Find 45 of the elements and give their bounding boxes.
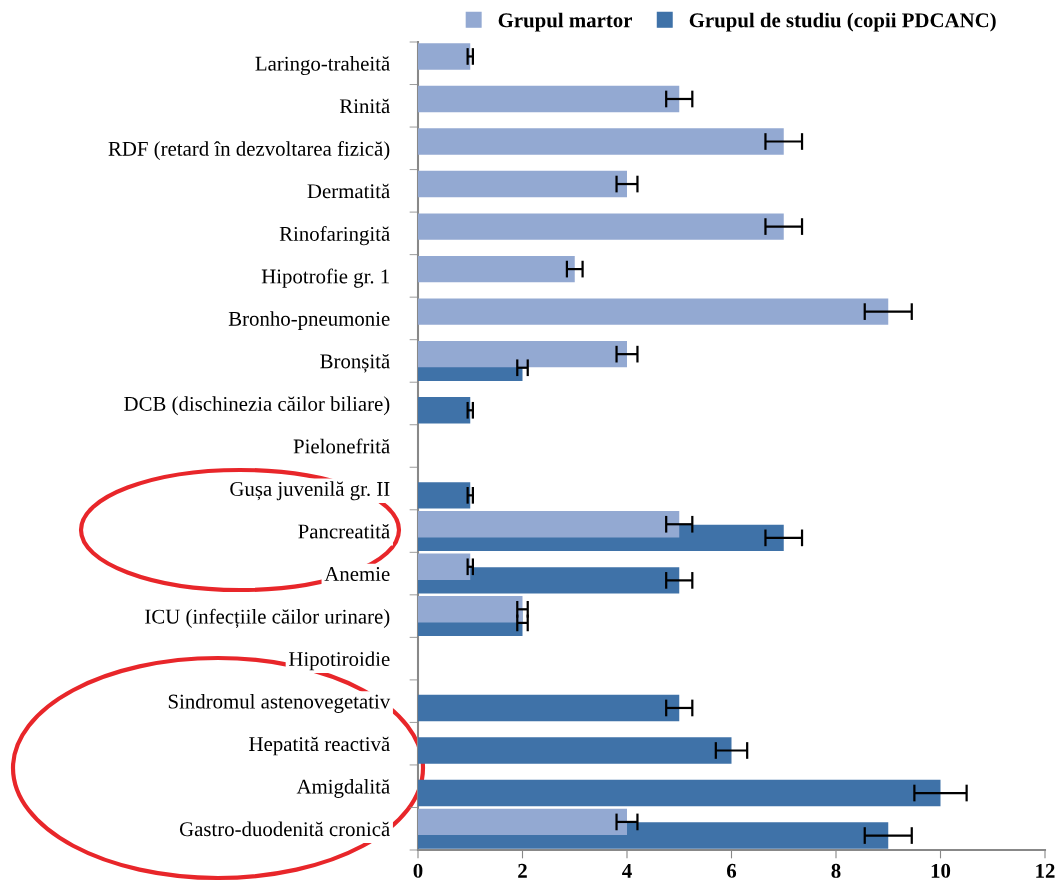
bar (418, 85, 680, 113)
x-tick-label: 0 (413, 863, 423, 878)
bar (418, 808, 627, 836)
bar (418, 511, 680, 538)
y-tick-label: Dermatită (307, 183, 390, 199)
y-tick-label: Anemie (324, 567, 390, 582)
bar (418, 128, 784, 155)
bar (418, 482, 471, 509)
bar (418, 596, 523, 623)
bar (418, 737, 732, 764)
bar (418, 43, 471, 70)
x-tick-label: 10 (931, 863, 951, 878)
x-tick-label: 8 (831, 863, 841, 878)
y-tick-label: Gastro-duodenită cronică (179, 821, 390, 837)
bar (418, 397, 471, 424)
y-tick-label: Pielonefrită (293, 438, 390, 454)
y-tick-label: Hepatită reactivă (249, 736, 390, 756)
legend-label: Grupul martor (498, 12, 633, 32)
bar (418, 340, 627, 368)
y-tick-label: Bronșită (320, 353, 390, 373)
x-tick-label: 4 (622, 863, 632, 878)
y-tick-label: Rinită (339, 98, 390, 114)
bar (418, 255, 575, 283)
y-tick-label: Pancreatită (298, 524, 390, 539)
bar (418, 170, 627, 198)
x-tick-label: 6 (727, 863, 737, 878)
y-tick-label: Sindromul astenovegetativ (168, 693, 391, 713)
y-tick-label: Hipotrofie gr. 1 (261, 268, 389, 288)
y-tick-label: Laringo-traheită (255, 56, 390, 75)
bar (418, 213, 784, 240)
x-tick-label: 2 (518, 863, 527, 878)
y-tick-label: Rinofaringită (279, 226, 390, 246)
y-tick-label: DCB (dischinezia căilor biliare) (124, 396, 390, 416)
y-tick-label: Amigdalită (296, 778, 390, 798)
bar (418, 779, 941, 807)
legend-label: Grupul de studiu (copii PDCANC) (689, 12, 996, 32)
y-tick-label: RDF (retard în dezvoltarea fizică) (108, 140, 390, 161)
bar (418, 298, 889, 325)
bar (418, 553, 471, 580)
y-tick-label: Hipotiroidie (288, 651, 390, 671)
bar (418, 694, 680, 722)
y-tick-label: ICU (infecțiile căilor urinare) (145, 608, 390, 628)
x-tick-label: 12 (1036, 863, 1055, 878)
y-tick-label: Gușa juvenilă gr. II (230, 481, 390, 501)
y-tick-label: Bronho-pneumonie (228, 311, 390, 331)
